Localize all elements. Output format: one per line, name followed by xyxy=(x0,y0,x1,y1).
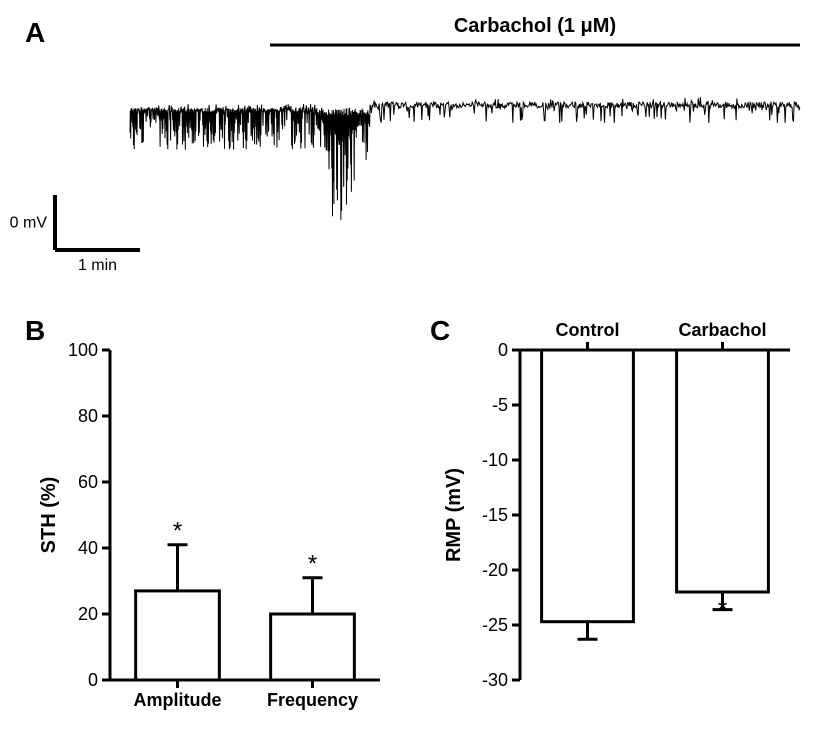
panel-c-yticklabel: -30 xyxy=(482,670,508,690)
panel-b-yticklabel: 80 xyxy=(78,406,98,426)
panel-b-xlabel: Frequency xyxy=(267,690,358,710)
panel-b-ylabel: STH (%) xyxy=(38,477,60,554)
panel-b-sig: * xyxy=(308,551,317,578)
panel-b-yticklabel: 0 xyxy=(88,670,98,690)
figure-root: A Carbachol (1 μM) 10 mV 1 min B 0 20 40 60 80 100… xyxy=(10,10,805,720)
panel-b-label: B xyxy=(25,315,45,346)
panel-c-yticklabel: 0 xyxy=(498,340,508,360)
panel-c-yticklabel: -25 xyxy=(482,615,508,635)
panel-c-label: C xyxy=(430,315,450,346)
voltage-trace xyxy=(130,97,800,220)
panel-c-yticklabel: -10 xyxy=(482,450,508,470)
scalebar-x-label: 1 min xyxy=(78,257,117,274)
panel-b-bar xyxy=(271,614,355,680)
panel-c-xlabel: Carbachol xyxy=(678,320,766,340)
panel-b-yticklabel: 20 xyxy=(78,604,98,624)
panel-b-yticklabel: 40 xyxy=(78,538,98,558)
scalebar-y-label: 10 mV xyxy=(10,215,47,232)
panel-c-yticklabel: -20 xyxy=(482,560,508,580)
panel-b-bar xyxy=(136,591,220,680)
panel-b-yticklabel: 100 xyxy=(68,340,98,360)
panel-b-sig: * xyxy=(173,518,182,545)
figure-svg: A Carbachol (1 μM) 10 mV 1 min B 0 20 40 60 80 100… xyxy=(10,10,805,720)
panel-c-sig: * xyxy=(718,596,727,623)
panel-b-yticklabel: 60 xyxy=(78,472,98,492)
panel-a-label: A xyxy=(25,17,45,48)
panel-c-ylabel: RMP (mV) xyxy=(443,468,465,562)
panel-b-xlabel: Amplitude xyxy=(134,690,222,710)
panel-c-yticklabel: -15 xyxy=(482,505,508,525)
treatment-label: Carbachol (1 μM) xyxy=(454,15,616,37)
panel-c-xlabel: Control xyxy=(556,320,620,340)
panel-c-bar xyxy=(677,350,769,592)
panel-c-yticklabel: -5 xyxy=(492,395,508,415)
panel-c-bar xyxy=(542,350,634,622)
